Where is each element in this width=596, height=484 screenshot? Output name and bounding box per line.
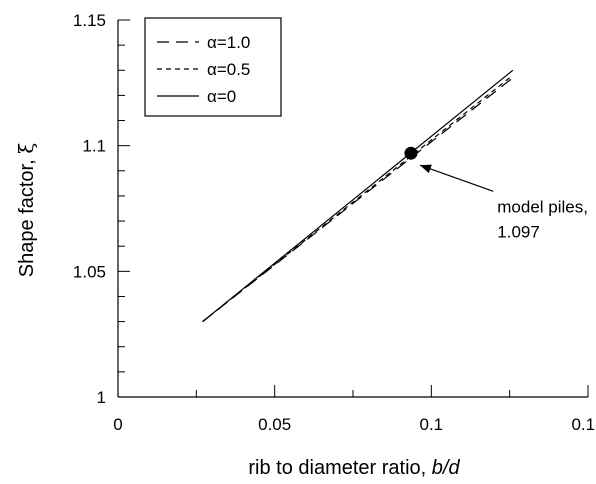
series-lines	[202, 69, 514, 323]
x-tick-label: 0.05	[258, 415, 291, 434]
y-tick-label: 1.15	[73, 11, 106, 30]
legend-label: α=0.5	[207, 60, 250, 79]
series-line	[202, 74, 514, 323]
legend-label: α=0	[207, 87, 236, 106]
x-tick-label: 0.15	[571, 415, 596, 434]
annotation-text: model piles,	[497, 197, 588, 216]
series-line	[202, 69, 514, 323]
legend-label: α=1.0	[207, 33, 250, 52]
x-axis-title: rib to diameter ratio, b/d	[248, 457, 460, 479]
y-tick-label: 1.1	[82, 137, 106, 156]
y-tick-label: 1	[97, 388, 106, 407]
y-tick-label: 1.05	[73, 262, 106, 281]
annotation-text: 1.097	[497, 222, 540, 241]
data-marker	[404, 146, 418, 160]
annotation-arrowhead	[419, 164, 432, 174]
legend-box	[144, 17, 282, 117]
x-tick-label: 0.1	[420, 415, 444, 434]
y-axis-title: Shape factor, ξ	[14, 143, 38, 277]
annotation-arrow	[419, 164, 494, 192]
legend: α=1.0 α=0.5 α=0	[144, 17, 282, 117]
annotation: model piles, 1.097	[419, 164, 588, 241]
tick-labels: 1 1.05 1.1 1.15 0 0.05 0.1 0.15	[73, 11, 596, 434]
x-tick-label: 0	[113, 415, 122, 434]
markers	[404, 146, 418, 160]
axis-ticks	[117, 19, 589, 398]
